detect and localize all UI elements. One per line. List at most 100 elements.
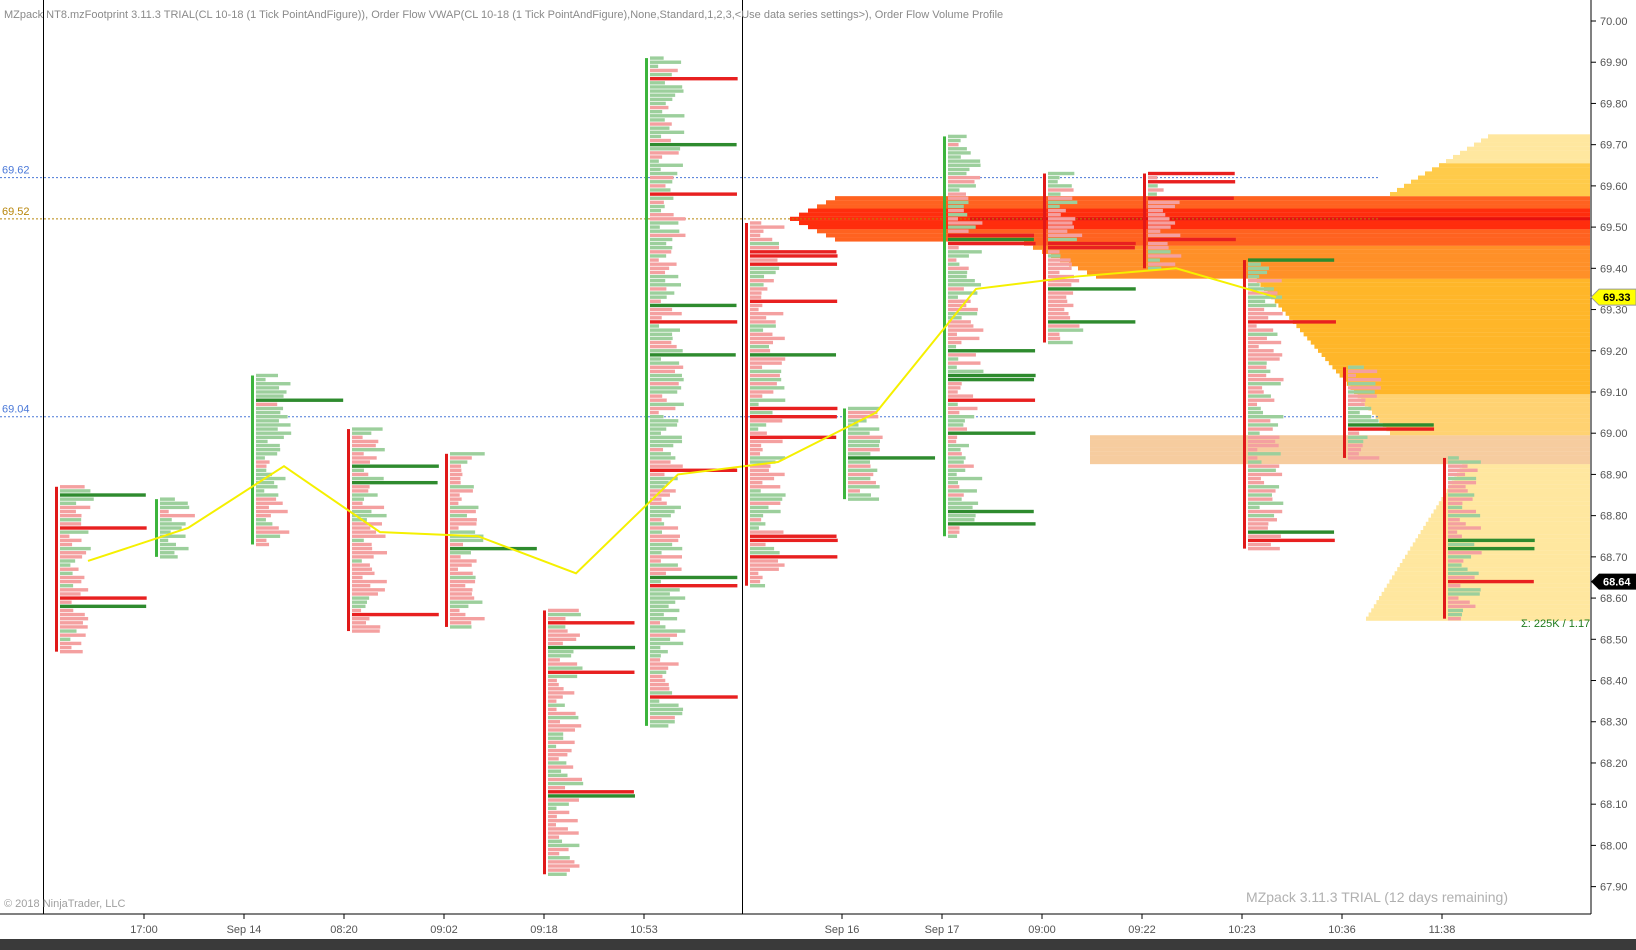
footprint-bar[interactable]: [1243, 258, 1336, 551]
volume-cell: [1248, 369, 1271, 374]
volume-cell: [548, 736, 564, 740]
volume-cell: [60, 579, 82, 584]
profile-level: [1264, 286, 1590, 292]
volume-cell: [1248, 340, 1282, 345]
volume-cell: [256, 501, 283, 505]
footprint-bar[interactable]: [1143, 171, 1236, 271]
footprint-bar[interactable]: [645, 56, 738, 728]
volume-cell: [1048, 213, 1061, 217]
footprint-bar[interactable]: [347, 427, 439, 633]
volume-cell: [750, 485, 781, 489]
volume-cell: [650, 415, 664, 419]
volume-cell: [1048, 307, 1065, 312]
volume-cell: [548, 707, 557, 712]
volume-cell: [948, 439, 957, 444]
footprint-bar[interactable]: [943, 134, 1036, 538]
volume-cell: [450, 555, 461, 559]
footprint-bar[interactable]: [745, 221, 838, 588]
volume-cell: [60, 551, 87, 555]
volume-cell: [750, 501, 781, 505]
volume-cell: [650, 534, 680, 538]
volume-cell: [948, 328, 984, 332]
volume-cell: [750, 241, 779, 246]
volume-cell: [1048, 274, 1074, 279]
volume-cell: [352, 485, 370, 489]
volume-cell: [848, 456, 936, 460]
volume-cell: [352, 596, 370, 600]
volume-cell: [450, 472, 463, 477]
volume-cell: [650, 81, 665, 85]
volume-cell: [1048, 184, 1072, 188]
footprint-bar[interactable]: [843, 406, 936, 501]
volume-cell: [1248, 443, 1279, 448]
profile-level: [1328, 361, 1590, 366]
profile-level: [1444, 492, 1590, 498]
volume-cell: [256, 431, 292, 435]
volume-cell: [948, 406, 978, 411]
profile-level: [1399, 563, 1590, 568]
volume-cell: [1048, 171, 1075, 176]
volume-cell: [650, 579, 661, 584]
volume-cell: [848, 468, 878, 472]
volume-cell: [650, 299, 661, 303]
profile-level: [1459, 468, 1590, 473]
profile-level: [1090, 447, 1590, 452]
volume-cell: [548, 621, 635, 625]
volume-cell: [60, 526, 147, 530]
footprint-bar[interactable]: [1443, 456, 1535, 621]
footprint-bar[interactable]: [1043, 171, 1136, 345]
footprint-bar[interactable]: [55, 485, 147, 654]
profile-level: [1418, 534, 1590, 539]
volume-cell: [450, 501, 459, 505]
footprint-bar[interactable]: [155, 497, 195, 559]
volume-cell: [256, 468, 267, 472]
volume-cell: [352, 551, 388, 555]
volume-cell: [750, 258, 778, 262]
volume-cell: [948, 398, 1036, 402]
volume-cell: [450, 604, 469, 609]
volume-cell: [548, 699, 557, 703]
volume-cell: [450, 542, 464, 547]
profile-level: [1310, 340, 1590, 345]
time-tick-label: 10:36: [1328, 924, 1356, 936]
volume-cell: [1148, 262, 1176, 266]
volume-cell: [650, 324, 660, 328]
volume-cell: [948, 530, 960, 534]
volume-cell: [848, 497, 880, 501]
volume-cell: [60, 649, 83, 654]
volume-cell: [548, 625, 566, 629]
volume-cell: [60, 604, 147, 609]
footprint-bar[interactable]: [543, 608, 636, 876]
profile-level: [1090, 455, 1590, 461]
profile-level: [1090, 439, 1590, 444]
volume-cell: [256, 435, 284, 440]
volume-cell: [352, 563, 370, 567]
volume-cell: [548, 687, 564, 691]
footprint-bar[interactable]: [1343, 365, 1435, 460]
volume-cell: [60, 497, 94, 501]
volume-cell: [1248, 311, 1283, 316]
volume-cell: [450, 505, 479, 510]
volume-cell: [650, 472, 665, 477]
volume-cell: [650, 192, 737, 196]
volume-cell: [1048, 328, 1084, 332]
volume-cell: [948, 213, 968, 217]
volume-cell: [650, 118, 665, 122]
volume-cell: [948, 443, 969, 448]
volume-cell: [750, 283, 764, 287]
volume-cell: [948, 373, 1036, 378]
volume-cell: [160, 518, 172, 522]
volume-cell: [948, 217, 958, 221]
footprint-bar[interactable]: [251, 373, 344, 547]
volume-cell: [256, 443, 280, 448]
profile-level: [1090, 451, 1590, 456]
volume-cell: [1448, 592, 1480, 596]
volume-cell: [548, 674, 578, 679]
volume-cell: [750, 522, 766, 526]
volume-cell: [650, 361, 680, 365]
volume-cell: [750, 274, 765, 279]
volume-cell: [1348, 415, 1372, 419]
volume-cell: [1048, 258, 1071, 262]
